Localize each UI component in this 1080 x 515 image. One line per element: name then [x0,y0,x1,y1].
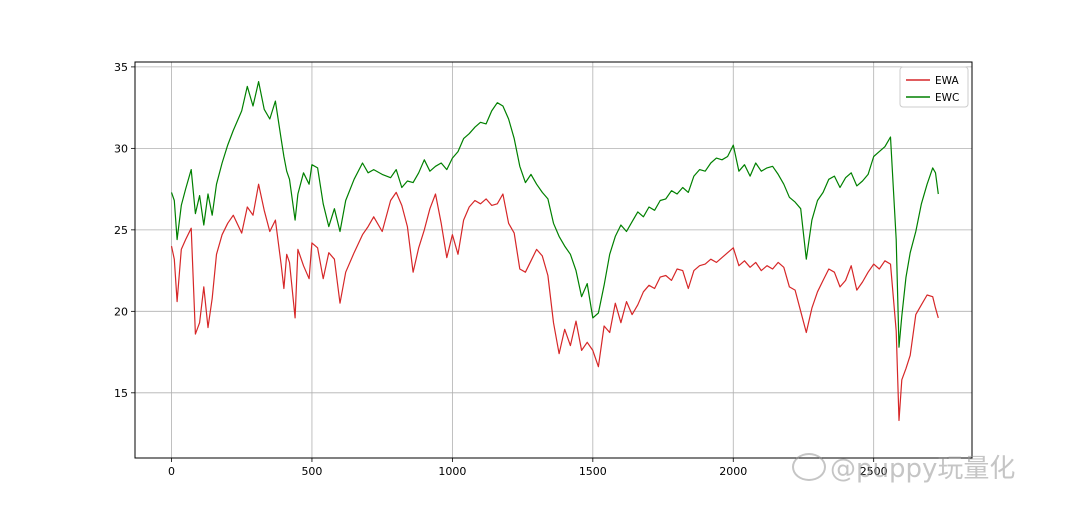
y-tick-label: 15 [114,387,128,400]
series-line-ewa [170,183,939,422]
x-tick-label: 2500 [860,465,888,478]
legend-label-ewa: EWA [935,75,959,87]
watermark-text: @puppy玩量化 [830,454,1016,484]
legend-label-ewc: EWC [935,92,959,104]
x-tick-label: 2000 [719,465,747,478]
axes: 0 500 1000 1500 2000 2500 15 20 25 30 35 [114,61,888,478]
x-tick-label: 1000 [438,465,466,478]
legend: EWA EWC [899,66,969,108]
y-tick-label: 35 [114,61,128,74]
plot-area-frame [134,61,973,459]
grid-lines [135,62,972,458]
wechat-icon [792,453,826,481]
watermark: @puppy玩量化 [792,448,1015,485]
series-lines [170,80,939,422]
series-line-ewc [170,80,939,348]
y-tick-label: 30 [114,142,128,155]
y-tick-label: 20 [114,305,128,318]
y-tick-label: 25 [114,224,128,237]
x-tick-label: 1500 [579,465,607,478]
x-tick-label: 500 [301,465,322,478]
x-tick-label: 0 [168,465,175,478]
